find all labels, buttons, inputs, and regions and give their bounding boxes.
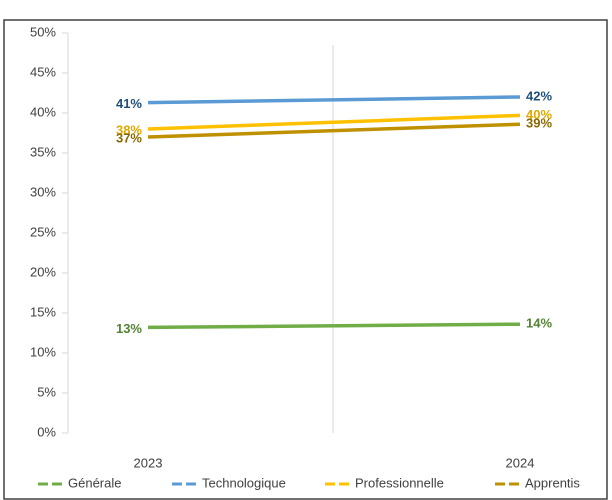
y-tick-label: 10% bbox=[30, 344, 56, 359]
chart-border bbox=[3, 19, 608, 500]
data-label: 42% bbox=[526, 88, 552, 103]
y-tick-label: 35% bbox=[30, 144, 56, 159]
legend-label: Générale bbox=[68, 475, 121, 490]
y-tick-label: 20% bbox=[30, 264, 56, 279]
data-label: 39% bbox=[526, 116, 552, 131]
series-line bbox=[147, 113, 521, 131]
data-label: 41% bbox=[116, 96, 142, 111]
y-tick-label: 25% bbox=[30, 224, 56, 239]
y-tick-label: 5% bbox=[37, 384, 56, 399]
x-tick-label: 2023 bbox=[134, 455, 163, 470]
data-label: 37% bbox=[116, 130, 142, 145]
y-tick-label: 50% bbox=[30, 24, 56, 39]
data-label: 14% bbox=[526, 316, 552, 331]
y-tick-label: 45% bbox=[30, 64, 56, 79]
x-tick-label: 2024 bbox=[506, 455, 535, 470]
data-label: 13% bbox=[116, 321, 142, 336]
series-line bbox=[147, 95, 521, 105]
y-tick-label: 15% bbox=[30, 304, 56, 319]
legend-label: Technologique bbox=[202, 475, 286, 490]
series-line bbox=[147, 122, 521, 139]
data-label: 40% bbox=[526, 107, 552, 122]
legend-label: Apprentis bbox=[525, 475, 580, 490]
legend-label: Professionnelle bbox=[355, 475, 444, 490]
y-tick-label: 40% bbox=[30, 104, 56, 119]
series-line bbox=[147, 322, 521, 330]
data-label: 38% bbox=[116, 122, 142, 137]
y-tick-label: 0% bbox=[37, 424, 56, 439]
y-tick-label: 30% bbox=[30, 184, 56, 199]
